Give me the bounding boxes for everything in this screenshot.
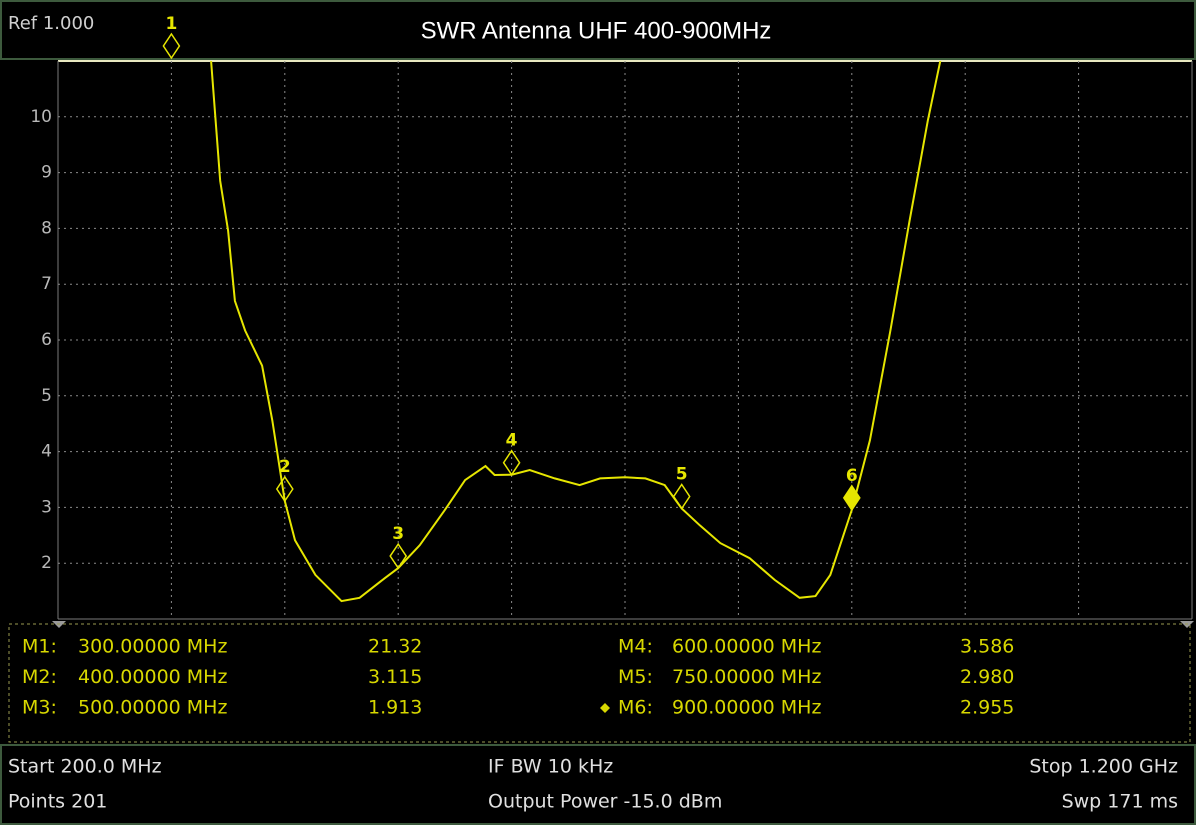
marker-label: 2 — [279, 457, 291, 477]
y-tick-label: 5 — [41, 386, 52, 406]
start: Start 200.0 MHz — [8, 756, 162, 778]
marker-name: M3: — [22, 697, 57, 719]
swr-trace — [210, 61, 942, 603]
y-tick-label: 6 — [41, 330, 52, 350]
marker-glyph — [672, 483, 691, 510]
y-tick-label: 2 — [41, 553, 52, 573]
marker-response: 1.913 — [368, 697, 422, 719]
marker-response: 21.32 — [368, 636, 422, 658]
top-bar — [0, 0, 1196, 60]
if-bw: IF BW 10 kHz — [488, 756, 613, 778]
marker-label: 4 — [506, 431, 518, 451]
y-tick-label: 3 — [41, 497, 52, 517]
marker-name: M6: — [618, 697, 653, 719]
marker-stimulus: 900.00000 MHz — [672, 697, 821, 719]
marker-stimulus: 300.00000 MHz — [78, 636, 227, 658]
marker-stimulus: 500.00000 MHz — [78, 697, 227, 719]
title: SWR Antenna UHF 400-900MHz — [421, 17, 772, 44]
marker-response: 2.955 — [960, 697, 1014, 719]
stop: Stop 1.200 GHz — [1029, 756, 1178, 778]
marker-glyph — [842, 484, 861, 512]
marker-stimulus: 750.00000 MHz — [672, 666, 821, 688]
sweep-time: Swp 171 ms — [1062, 791, 1178, 813]
marker-table-frame — [8, 623, 1191, 743]
marker-name: M5: — [618, 666, 653, 688]
marker-response: 3.115 — [368, 666, 422, 688]
marker-glyph — [162, 32, 181, 60]
y-tick-label: 10 — [30, 107, 52, 127]
status-bar — [0, 744, 1196, 825]
marker-response: 3.586 — [960, 636, 1014, 658]
marker-label: 6 — [846, 466, 858, 486]
active-marker-icon — [600, 703, 610, 713]
y-tick-label: 9 — [41, 163, 52, 183]
y-tick-label: 4 — [41, 442, 52, 462]
marker-glyph — [275, 475, 294, 503]
marker-stimulus: 400.00000 MHz — [78, 666, 227, 688]
marker-name: M2: — [22, 666, 57, 688]
marker-name: M4: — [618, 636, 653, 658]
points: Points 201 — [8, 791, 107, 813]
marker-label: 3 — [392, 524, 404, 544]
ref-label: Ref 1.000 — [8, 13, 94, 34]
marker-glyph — [389, 542, 408, 570]
marker-label: 1 — [165, 14, 177, 34]
output-power: Output Power -15.0 dBm — [488, 791, 722, 813]
marker-label: 5 — [676, 465, 688, 485]
marker-name: M1: — [22, 636, 57, 658]
y-tick-label: 8 — [41, 218, 52, 238]
marker-response: 2.980 — [960, 666, 1014, 688]
marker-stimulus: 600.00000 MHz — [672, 636, 821, 658]
marker-glyph — [502, 449, 521, 477]
y-tick-label: 7 — [41, 274, 52, 294]
